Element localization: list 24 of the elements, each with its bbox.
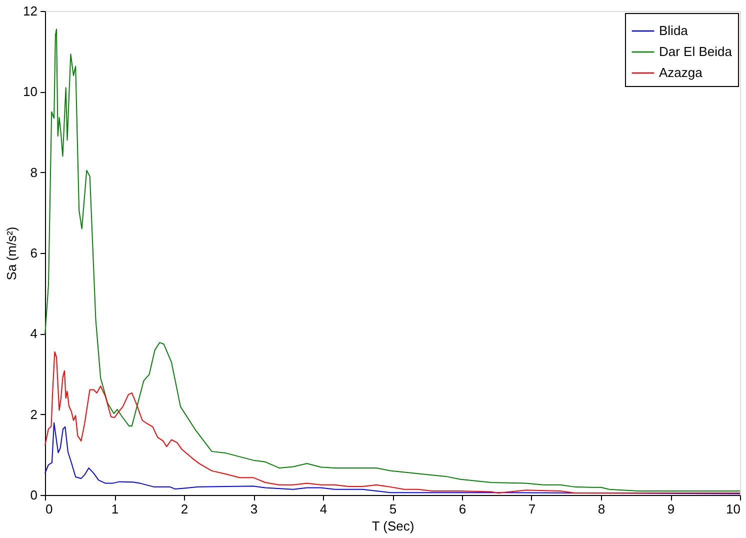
- x-tick-label: 4: [320, 502, 328, 516]
- y-tick-label: 0: [30, 488, 38, 502]
- y-tick-label: 2: [30, 406, 38, 422]
- y-tick-label: 4: [30, 326, 38, 342]
- x-tick-label: 6: [458, 502, 466, 516]
- y-tick-label: 6: [30, 246, 38, 260]
- x-tick-label: 5: [389, 502, 397, 516]
- y-axis-title: Sa (m/s²): [4, 226, 20, 280]
- x-tick-label: 9: [667, 502, 675, 516]
- x-tick-label: 1: [111, 502, 119, 516]
- y-tick-label: 10: [23, 84, 38, 100]
- line-series: [44, 351, 740, 494]
- x-tick-label: 3: [250, 502, 258, 516]
- x-tick-label: 2: [180, 502, 188, 516]
- y-tick-label: 12: [23, 4, 38, 18]
- legend-label: Blida: [659, 23, 689, 38]
- legend-label: Azazga: [659, 65, 704, 80]
- y-tick-label: 8: [30, 164, 38, 180]
- legend-label: Dar El Beida: [659, 44, 733, 59]
- x-tick-label: 10: [726, 502, 740, 516]
- x-tick-label: 7: [528, 502, 536, 516]
- x-tick-label: 0: [46, 502, 53, 516]
- x-axis-title: T (Sec): [372, 518, 414, 534]
- x-tick-label: 8: [598, 502, 606, 516]
